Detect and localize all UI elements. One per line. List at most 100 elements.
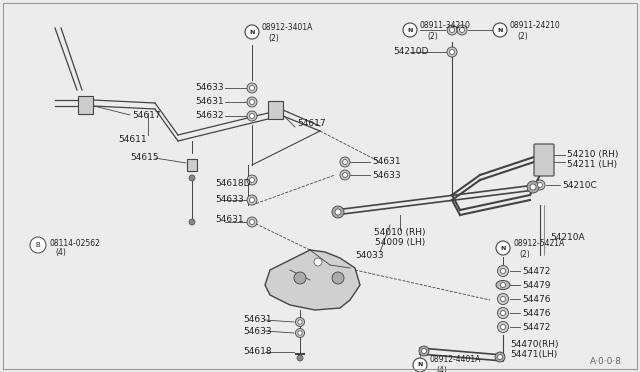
FancyBboxPatch shape [77,96,93,114]
Circle shape [294,272,306,284]
Circle shape [296,317,305,327]
Circle shape [247,195,257,205]
Circle shape [447,47,457,57]
Text: 54631: 54631 [215,215,244,224]
Circle shape [250,99,255,105]
Text: 08114-02562: 08114-02562 [49,240,100,248]
Text: (2): (2) [517,32,528,42]
Text: 08912-5421A: 08912-5421A [513,238,564,247]
Text: 54617: 54617 [297,119,326,128]
Text: 54631: 54631 [195,97,223,106]
Circle shape [250,86,255,90]
Circle shape [497,308,509,318]
Circle shape [530,184,536,190]
Circle shape [449,28,454,32]
Circle shape [403,23,417,37]
Text: 54479: 54479 [522,280,550,289]
Circle shape [422,349,426,353]
Circle shape [250,219,255,224]
Circle shape [447,25,457,35]
Circle shape [500,324,506,330]
Text: 54476: 54476 [522,295,550,304]
Circle shape [30,237,46,253]
Circle shape [497,355,502,359]
Circle shape [413,358,427,372]
Text: 54472: 54472 [522,266,550,276]
Text: 54633: 54633 [372,170,401,180]
Text: 54210 (RH): 54210 (RH) [567,151,618,160]
Text: (2): (2) [519,250,530,259]
Circle shape [497,266,509,276]
Circle shape [250,113,255,119]
Text: 54210C: 54210C [562,180,596,189]
FancyBboxPatch shape [187,159,197,171]
Circle shape [297,355,303,361]
Circle shape [247,175,257,185]
Circle shape [500,269,506,273]
Circle shape [340,170,350,180]
Text: (2): (2) [427,32,438,42]
Circle shape [247,111,257,121]
Text: 54633: 54633 [243,327,271,337]
Circle shape [500,311,506,315]
Polygon shape [265,250,360,310]
Ellipse shape [496,280,510,289]
Text: 54617: 54617 [132,110,161,119]
Text: 08912-3401A: 08912-3401A [262,23,314,32]
Text: 54010 (RH): 54010 (RH) [374,228,426,237]
Text: 54615: 54615 [130,153,159,161]
Circle shape [497,321,509,333]
Text: A·0·0·8: A·0·0·8 [590,357,622,366]
Circle shape [449,49,454,55]
Text: (4): (4) [55,248,66,257]
Text: N: N [250,29,255,35]
Circle shape [500,282,506,288]
Text: 54631: 54631 [372,157,401,167]
Circle shape [496,241,510,255]
Circle shape [296,328,305,337]
Text: N: N [407,28,413,32]
Circle shape [189,219,195,225]
Circle shape [535,180,545,190]
Circle shape [245,25,259,39]
Circle shape [247,97,257,107]
Circle shape [497,294,509,305]
Circle shape [419,346,429,356]
Text: 54471(LH): 54471(LH) [510,350,557,359]
Text: (4): (4) [436,366,447,372]
Text: 54476: 54476 [522,308,550,317]
Circle shape [335,209,341,215]
Text: N: N [497,28,502,32]
FancyBboxPatch shape [534,144,554,176]
Text: 08912-4401A: 08912-4401A [430,356,481,365]
Text: 54633: 54633 [195,83,223,93]
Circle shape [250,177,255,183]
Circle shape [342,173,348,177]
Circle shape [314,258,322,266]
Text: 54618D: 54618D [215,179,250,187]
Text: 08911-34210: 08911-34210 [420,22,471,31]
Text: 54633: 54633 [215,196,244,205]
Text: N: N [500,246,506,250]
Circle shape [298,320,302,324]
Text: (2): (2) [268,33,279,42]
Text: 54632: 54632 [195,112,223,121]
Text: 08911-24210: 08911-24210 [510,22,561,31]
Circle shape [457,25,467,35]
Circle shape [332,206,344,218]
Text: 54009 (LH): 54009 (LH) [375,237,425,247]
FancyBboxPatch shape [268,101,282,119]
Text: B: B [36,242,40,248]
Text: 54618: 54618 [243,347,271,356]
Text: N: N [417,362,422,368]
Text: 54470(RH): 54470(RH) [510,340,559,350]
Circle shape [460,28,465,32]
Circle shape [527,181,539,193]
Text: 54210D: 54210D [393,48,428,57]
Text: 54211 (LH): 54211 (LH) [567,160,617,170]
Circle shape [538,183,543,187]
Circle shape [247,83,257,93]
Circle shape [250,198,255,202]
Text: 54611: 54611 [118,135,147,144]
Circle shape [342,160,348,164]
